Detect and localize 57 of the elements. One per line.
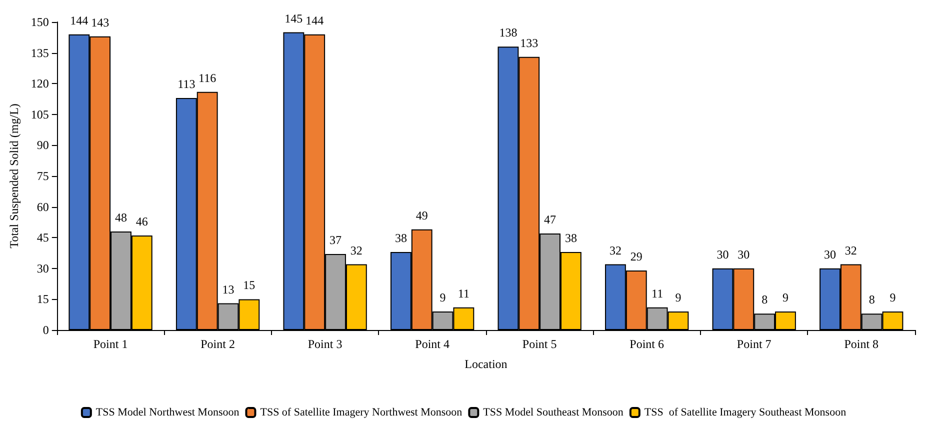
y-tick-label: 45 [36,230,49,245]
data-label: 143 [91,15,110,30]
data-label: 8 [868,292,875,307]
data-label: 30 [716,247,729,262]
x-tick-label: Point 4 [415,337,450,351]
y-tick-label: 60 [36,200,49,214]
y-axis-title: Total Suspended Solid (mg/L) [7,104,21,248]
data-label: 9 [440,290,446,305]
data-label: 48 [114,210,127,224]
legend-label: TSS of Satellite Imagery Northwest Monsoon [260,406,463,418]
data-label: 32 [609,243,622,258]
data-label: 47 [544,212,556,226]
y-tick-label: 0 [42,323,49,337]
data-label: 38 [564,230,577,245]
data-label: 9 [782,290,788,305]
data-label: 11 [458,286,470,300]
x-tick-label: Point 6 [630,337,664,351]
y-tick-label: 75 [36,169,49,183]
x-tick-label: Point 5 [522,337,557,351]
legend-label: TSS of Satellite Imagery Southeast Monsoon [644,406,847,418]
y-tick-label: 90 [36,138,49,152]
data-label: 32 [844,243,857,258]
data-label: 15 [243,278,256,292]
data-label: 46 [136,214,148,229]
x-tick-label: Point 7 [736,337,772,351]
data-label: 8 [762,292,768,307]
data-label: 30 [824,247,836,262]
data-label: 49 [416,208,428,222]
data-label: 32 [350,243,362,258]
x-tick-label: Point 1 [93,337,128,351]
y-tick-label: 120 [30,76,49,91]
data-label: 145 [284,11,303,26]
data-label: 9 [890,290,896,305]
y-tick-label: 105 [30,107,49,122]
data-label: 116 [198,70,216,85]
data-label: 11 [652,286,664,300]
data-label: 144 [70,13,88,28]
x-tick-label: Point 8 [844,337,879,351]
data-label: 13 [222,282,234,296]
y-tick-label: 15 [36,292,49,306]
data-label: 113 [178,76,196,91]
y-tick-label: 135 [30,46,49,60]
x-tick-label: Point 2 [200,337,235,351]
data-label: 9 [675,290,682,305]
data-label: 38 [394,230,407,245]
y-tick-label: 150 [30,15,49,29]
data-label: 138 [499,26,518,40]
x-tick-label: Point 3 [308,337,342,351]
data-label: 30 [738,247,750,262]
y-tick-label: 30 [36,261,49,276]
data-label: 133 [520,36,538,50]
legend-label: TSS Model Northwest Monsoon [96,406,240,418]
data-label: 144 [306,13,324,28]
data-label: 29 [630,249,642,264]
x-axis-title: Location [464,357,508,371]
legend-label: TSS Model Southeast Monsoon [483,406,624,418]
data-label: 37 [330,233,342,248]
